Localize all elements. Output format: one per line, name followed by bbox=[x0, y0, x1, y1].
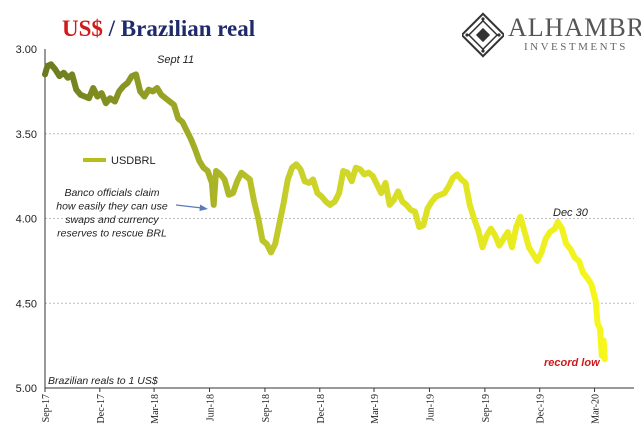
annotation-dec30: Dec 30 bbox=[553, 207, 589, 219]
annotation-banco-line: reserves to rescue BRL bbox=[57, 228, 167, 240]
title-separator: / bbox=[102, 16, 121, 41]
x-tick-label: Sep-17 bbox=[41, 394, 52, 422]
y-tick-label: 3.50 bbox=[16, 129, 37, 141]
title-part-usd: US$ bbox=[62, 16, 103, 41]
x-tick-label: Dec-18 bbox=[316, 394, 327, 423]
alhambra-logo-icon bbox=[462, 12, 504, 58]
x-tick-label: Sep-19 bbox=[481, 394, 492, 422]
annotation-banco-line: how easily they can use bbox=[56, 201, 168, 213]
y-tick-label: 4.50 bbox=[16, 298, 37, 310]
y-tick-label: 4.00 bbox=[16, 214, 37, 226]
annotation-banco-line: Banco officials claim bbox=[64, 187, 159, 199]
annotation-arrowhead bbox=[199, 204, 208, 211]
x-tick-label: Mar-19 bbox=[370, 394, 381, 424]
x-tick-label: Jun-18 bbox=[206, 394, 217, 421]
x-tick-label: Mar-20 bbox=[591, 394, 602, 424]
page-title: US$ / Brazilian real bbox=[62, 16, 255, 42]
x-tick-label: Dec-17 bbox=[96, 394, 107, 423]
annotation-banco-line: swaps and currency bbox=[65, 214, 159, 226]
x-tick-label: Mar-18 bbox=[150, 394, 161, 424]
annotation-sept11: Sept 11 bbox=[157, 54, 194, 66]
series-line-usdbrl bbox=[42, 61, 608, 363]
annotation-record-low: record low bbox=[544, 357, 601, 369]
annotation-arrow bbox=[175, 204, 203, 209]
alhambra-logo: ALHAMBRA INVESTMENTS bbox=[462, 12, 641, 58]
x-tick-label: Jun-19 bbox=[425, 394, 436, 421]
y-axis-label: Brazilian reals to 1 US$ bbox=[48, 375, 158, 387]
title-part-brl: Brazilian real bbox=[120, 16, 256, 41]
logo-name: ALHAMBRA bbox=[508, 13, 641, 42]
y-tick-label: 3.00 bbox=[16, 44, 37, 56]
x-tick-label: Dec-19 bbox=[536, 394, 547, 423]
logo-subtitle: INVESTMENTS bbox=[524, 41, 628, 53]
y-tick-label: 5.00 bbox=[16, 383, 37, 395]
x-tick-label: Sep-18 bbox=[261, 394, 272, 422]
legend-label: USDBRL bbox=[111, 155, 156, 167]
